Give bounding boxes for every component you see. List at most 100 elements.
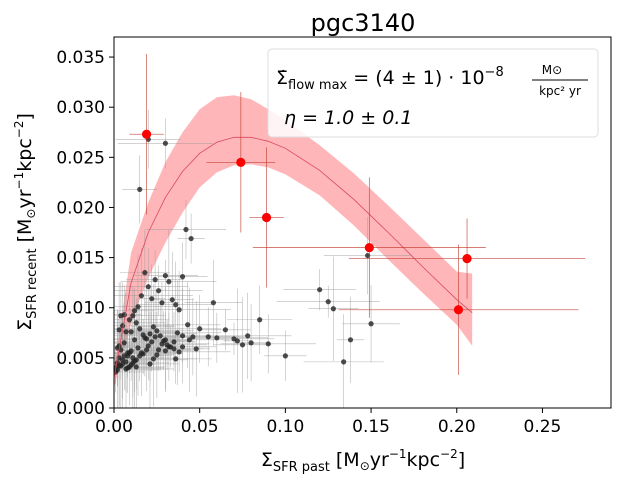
y-axis-label-sub: SFR recent xyxy=(25,248,40,318)
background-point xyxy=(140,351,146,357)
x-tick-label: 0.10 xyxy=(266,417,304,437)
annotation-line2: η = 1.0 ± 0.1 xyxy=(284,107,412,129)
background-point xyxy=(171,346,177,352)
background-point xyxy=(121,312,127,318)
x-axis-label: ΣSFR past [M⊙yr−1kpc−2] xyxy=(261,447,465,475)
x-axis-label-symbol: Σ xyxy=(261,449,273,471)
x-tick-label: 0.05 xyxy=(181,417,219,437)
x-axis-label-unit-mid: yr xyxy=(370,449,389,471)
y-axis-label-symbol: Σ xyxy=(14,319,36,331)
background-point xyxy=(130,360,136,366)
y-tick-label: 0.015 xyxy=(56,249,105,269)
background-point xyxy=(193,346,199,352)
background-point xyxy=(123,329,129,335)
background-point xyxy=(347,337,354,343)
y-tick-label: 0.025 xyxy=(56,148,105,168)
background-point xyxy=(137,326,143,332)
x-axis-label-sup2: −2 xyxy=(440,447,458,461)
y-axis-label-sup2: −2 xyxy=(12,121,26,139)
background-point xyxy=(133,357,139,363)
background-point xyxy=(128,329,134,335)
background-point xyxy=(142,270,148,276)
background-point xyxy=(147,361,153,367)
background-point xyxy=(143,336,150,342)
background-point xyxy=(214,335,220,341)
background-point xyxy=(162,348,169,354)
background-point xyxy=(365,252,371,259)
background-point xyxy=(179,274,186,280)
highlighted-series xyxy=(129,54,586,375)
highlighted-point xyxy=(462,253,472,264)
background-point xyxy=(155,288,162,294)
background-point xyxy=(137,186,143,193)
background-point xyxy=(282,353,288,359)
annotation-flux-symbol: Σ̇ xyxy=(276,67,288,89)
background-point xyxy=(133,364,139,370)
y-tick-label: 0.000 xyxy=(56,399,105,419)
background-point xyxy=(368,321,374,327)
y-axis-label-unit: [M xyxy=(14,219,36,249)
y-axis-label-sup1: −1 xyxy=(12,172,26,190)
annotation-flux-exponent: −8 xyxy=(485,65,504,80)
background-point xyxy=(116,343,122,349)
background-point xyxy=(176,307,182,313)
background-point xyxy=(149,296,155,302)
background-point xyxy=(131,337,138,343)
annotation-flux-sub: flow max xyxy=(288,78,348,93)
background-point xyxy=(173,356,179,362)
background-point xyxy=(155,347,162,353)
background-point xyxy=(147,331,153,337)
background-series xyxy=(114,109,412,408)
background-point xyxy=(149,339,155,345)
background-point xyxy=(119,361,126,367)
annotation-background xyxy=(267,48,599,138)
background-point xyxy=(135,345,141,351)
background-point xyxy=(126,317,133,323)
model-uncertainty-band xyxy=(114,95,473,388)
background-point xyxy=(152,334,158,340)
background-point xyxy=(166,344,172,350)
background-point xyxy=(157,333,163,339)
background-point xyxy=(190,334,196,340)
plot-area xyxy=(114,54,586,408)
background-point xyxy=(171,339,177,345)
background-point xyxy=(143,347,150,353)
background-point xyxy=(245,333,251,339)
highlighted-point xyxy=(141,129,152,139)
background-point xyxy=(173,302,179,308)
x-tick-label: 0.00 xyxy=(95,417,133,437)
background-point xyxy=(138,293,145,299)
y-axis-label-unit-sub: ⊙ xyxy=(24,209,38,219)
y-tick-label: 0.010 xyxy=(56,299,105,319)
background-point xyxy=(169,297,175,303)
background-point xyxy=(145,343,151,349)
background-point xyxy=(248,340,254,346)
background-point xyxy=(317,287,323,293)
background-point xyxy=(116,327,122,333)
background-point xyxy=(176,349,182,355)
background-point xyxy=(126,364,133,370)
annotation-fraction-denominator: kpc² yr xyxy=(539,84,581,98)
highlighted-point xyxy=(236,157,246,167)
background-point xyxy=(131,308,138,314)
x-tick-label: 0.25 xyxy=(524,417,562,437)
background-point xyxy=(265,341,271,347)
background-point xyxy=(179,344,186,350)
background-point xyxy=(150,356,157,362)
background-point xyxy=(330,306,336,312)
background-point xyxy=(325,299,331,305)
background-point xyxy=(205,334,211,340)
background-point xyxy=(162,273,169,279)
background-point xyxy=(154,328,160,334)
y-axis-label-unit-mid: yr xyxy=(14,189,36,208)
background-point xyxy=(166,279,172,285)
annotation-box: Σ̇flow max = (4 ± 1) · 10−8 M⊙ kpc² yr η = … xyxy=(267,48,599,138)
background-point xyxy=(145,284,151,290)
background-point xyxy=(159,300,165,306)
x-axis-label-sub: SFR past xyxy=(273,460,330,475)
annotation-line1: Σ̇flow max = (4 ± 1) · 10−8 xyxy=(276,65,504,93)
x-axis-label-unit-sub: ⊙ xyxy=(360,459,370,473)
x-axis-label-kpc: kpc xyxy=(407,449,441,471)
y-tick-label: 0.020 xyxy=(56,198,105,218)
background-point xyxy=(162,140,169,146)
